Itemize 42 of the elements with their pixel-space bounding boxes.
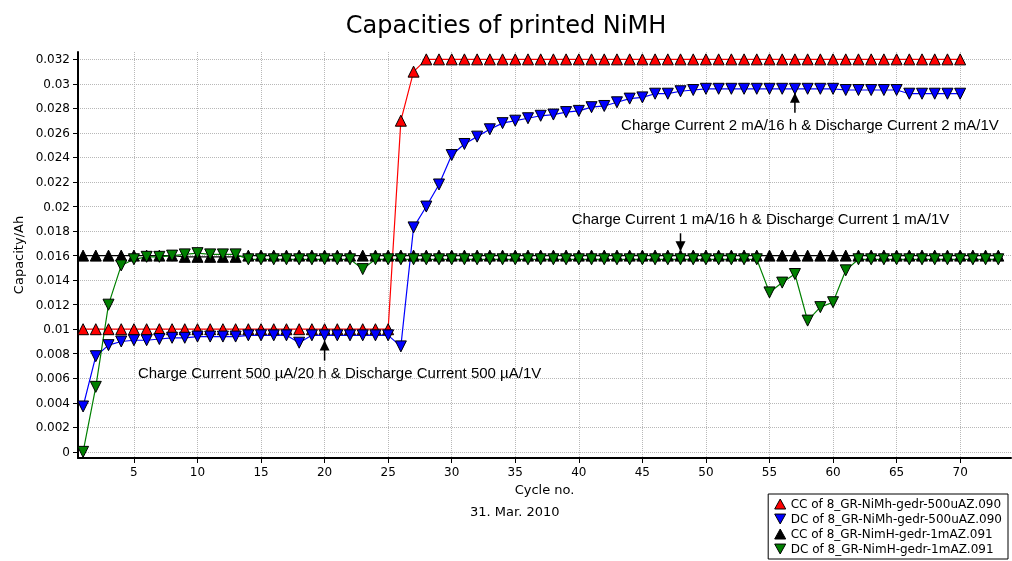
y-tick-label: 0.026 xyxy=(35,125,70,140)
y-tick-label: 0.006 xyxy=(35,371,70,386)
x-tick-label: 35 xyxy=(507,465,523,479)
y-tick-label: 0.03 xyxy=(43,76,70,91)
y-tick-label: 0.016 xyxy=(35,248,70,263)
y-tick-label: 0.008 xyxy=(35,346,70,361)
y-tick-label: 0.028 xyxy=(35,101,70,116)
y-tick-label: 0.002 xyxy=(35,420,70,435)
x-tick-label: 30 xyxy=(444,465,460,479)
legend-label: CC of 8_GR-NiMh-gedr-500uAZ.090 xyxy=(790,497,1002,511)
chart-title: Capacities of printed NiMH xyxy=(345,11,667,39)
y-axis-title: Capacity/Ah xyxy=(10,215,26,295)
x-tick-label: 60 xyxy=(825,465,841,479)
legend-label: DC of 8_GR-NimH-gedr-1mAZ.091 xyxy=(790,542,994,556)
x-tick-label: 65 xyxy=(888,465,905,479)
x-tick-label: 45 xyxy=(634,465,651,479)
x-tick-label: 55 xyxy=(761,465,778,479)
x-tick-label: 25 xyxy=(380,465,396,479)
x-axis-title: Cycle no. xyxy=(514,482,575,497)
y-tick-label: 0.024 xyxy=(35,150,70,165)
annotation: Charge Current 2 mA/16 h & Discharge Current 2 mA/1V xyxy=(621,115,999,133)
legend-label: DC of 8_GR-NiMh-gedr-500uAZ.090 xyxy=(790,512,1003,526)
annotation: Charge Current 500 µA/20 h & Discharge Current 500 µA/1V xyxy=(137,363,542,381)
x-tick-label: 50 xyxy=(698,465,714,479)
x-tick-label: 70 xyxy=(952,465,968,479)
y-tick-label: 0.012 xyxy=(35,297,70,312)
x-tick-label: 5 xyxy=(130,465,138,479)
annotation: Charge Current 1 mA/16 h & Discharge Current 1 mA/1V xyxy=(571,210,950,228)
y-tick-label: 0.032 xyxy=(35,52,70,67)
y-tick-label: 0.01 xyxy=(43,322,70,337)
x-tick-label: 40 xyxy=(571,465,587,479)
y-tick-label: 0.004 xyxy=(35,395,70,410)
y-tick-label: 0.018 xyxy=(35,224,70,239)
x-tick-label: 15 xyxy=(253,465,269,479)
y-tick-label: 0.02 xyxy=(43,199,70,214)
y-tick-label: 0.014 xyxy=(35,273,70,288)
x-tick-label: 10 xyxy=(189,465,206,479)
text: 31. Mar. 2010 xyxy=(470,504,560,519)
y-tick-label: 0.022 xyxy=(35,175,70,190)
y-tick-label: 0 xyxy=(62,444,70,459)
x-tick-label: 20 xyxy=(316,465,333,479)
legend-label: CC of 8_GR-NimH-gedr-1mAZ.091 xyxy=(790,527,993,541)
